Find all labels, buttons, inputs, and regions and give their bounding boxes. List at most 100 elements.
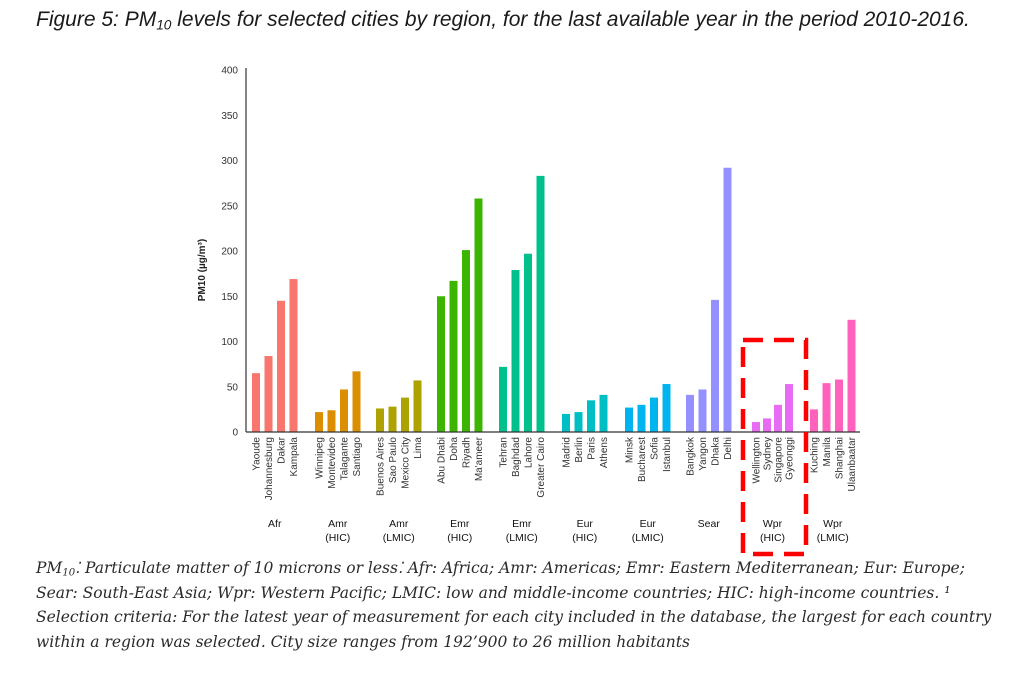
- bar: [388, 406, 397, 432]
- city-label: Tehran: [499, 437, 510, 468]
- bar: [650, 397, 658, 432]
- bar: [723, 167, 732, 433]
- bar: [847, 319, 856, 432]
- region-income-label: (HIC): [572, 532, 597, 544]
- region-label: Amr: [328, 518, 348, 530]
- city-label: Montevideo: [327, 437, 338, 489]
- region-income-label: (HIC): [447, 532, 472, 544]
- bar: [587, 400, 595, 432]
- bar: [277, 300, 285, 432]
- bar: [376, 408, 384, 432]
- city-label: Kampala: [289, 437, 300, 477]
- city-label: Yangon: [698, 437, 709, 471]
- city-label: Yaoude: [252, 437, 263, 471]
- region-income-label: (LMIC): [506, 532, 538, 544]
- city-label: Paris: [587, 437, 598, 460]
- city-label: Abu Dhabi: [437, 437, 448, 484]
- region-label: Sear: [698, 518, 721, 530]
- title-prefix: Figure 5: PM: [36, 8, 157, 31]
- figure-title: Figure 5: PM10 levels for selected citie…: [36, 6, 1016, 34]
- bar: [625, 407, 633, 432]
- region-label: Afr: [268, 518, 282, 530]
- bar: [662, 384, 671, 432]
- caption-subscript: 10: [62, 567, 76, 579]
- bar: [315, 412, 323, 432]
- city-label: Bangkok: [686, 436, 697, 476]
- bar: [810, 409, 818, 432]
- city-label: Baghdad: [511, 437, 522, 477]
- highlight-box-group: [740, 337, 809, 557]
- region-income-label: (LMIC): [817, 532, 849, 544]
- region-label: Eur: [640, 518, 657, 530]
- city-label: Madrid: [562, 437, 573, 468]
- city-label: Sofia: [650, 437, 661, 460]
- city-label: Dakar: [277, 436, 288, 463]
- city-label: Lima: [413, 437, 424, 459]
- city-label: Athens: [599, 437, 610, 468]
- bar: [340, 389, 348, 432]
- bar: [637, 404, 646, 432]
- city-label: Sao Paulo: [388, 437, 399, 484]
- city-label: Dhaka: [711, 437, 722, 466]
- city-label: Santiago: [352, 437, 363, 477]
- bar: [562, 413, 570, 432]
- bar: [524, 253, 532, 432]
- bar: [763, 418, 771, 432]
- city-label: Sydney: [763, 437, 774, 470]
- city-label: Talagante: [340, 437, 351, 481]
- y-tick-label: 350: [221, 111, 238, 122]
- city-label: Buenos Aires: [376, 437, 387, 496]
- bar: [574, 412, 583, 432]
- city-label: Singapore: [774, 437, 785, 483]
- bar: [474, 198, 483, 432]
- y-tick-label: 200: [221, 247, 238, 258]
- region-label: Emr: [450, 518, 470, 530]
- city-label: Greater Cairo: [536, 437, 547, 498]
- city-label: Manila: [822, 437, 833, 467]
- bar: [449, 280, 458, 432]
- y-tick-label: 100: [221, 337, 238, 348]
- city-label: Delhi: [723, 437, 734, 460]
- region-label: Amr: [389, 518, 409, 530]
- bar: [437, 296, 445, 432]
- y-axis: 0 50 100 150 200 250 300 350 400 PM10 (µg/m³): [197, 66, 247, 439]
- city-label: Doha: [449, 437, 460, 461]
- bar: [462, 250, 470, 432]
- region-label: Emr: [512, 518, 532, 530]
- y-tick-label: 150: [221, 292, 238, 303]
- city-label: Berlin: [574, 437, 585, 463]
- x-axis: Yaoude Johannesburg Dakar Kampala Afr Winnipe…: [246, 431, 860, 544]
- bar: [711, 299, 719, 432]
- y-axis-label: PM10 (µg/m³): [197, 239, 208, 301]
- y-tick-label: 300: [221, 156, 238, 167]
- bar: [536, 175, 545, 432]
- city-label: Ma'ameer: [474, 436, 485, 481]
- city-label: Kuching: [810, 437, 821, 473]
- city-label: Wellington: [752, 437, 763, 484]
- bar: [599, 394, 608, 432]
- y-tick-label: 400: [221, 66, 238, 77]
- city-label: Gyeonggi: [785, 437, 796, 480]
- region-income-label: (HIC): [760, 532, 785, 544]
- caption-body: ⁚ Particulate matter of 10 microns or le…: [36, 559, 992, 651]
- city-label: Istanbul: [662, 437, 673, 472]
- city-label: Minsk: [625, 436, 636, 463]
- bar: [835, 379, 843, 432]
- bar: [289, 279, 298, 432]
- bar: [264, 355, 273, 432]
- highlight-dashed-box: [740, 337, 809, 557]
- bar: [785, 384, 793, 432]
- city-label: Ulaanbaatar: [847, 436, 858, 491]
- bar: [686, 394, 694, 432]
- city-label: Shanghai: [835, 437, 846, 479]
- region-label: Wpr: [763, 518, 783, 530]
- city-label: Johannesburg: [264, 437, 275, 500]
- bar: [352, 371, 361, 432]
- bar: [774, 404, 782, 432]
- bar: [752, 422, 760, 432]
- region-income-label: (LMIC): [632, 532, 664, 544]
- region-income-label: (LMIC): [383, 532, 415, 544]
- bar: [499, 366, 507, 432]
- city-label: Mexico City: [401, 437, 412, 489]
